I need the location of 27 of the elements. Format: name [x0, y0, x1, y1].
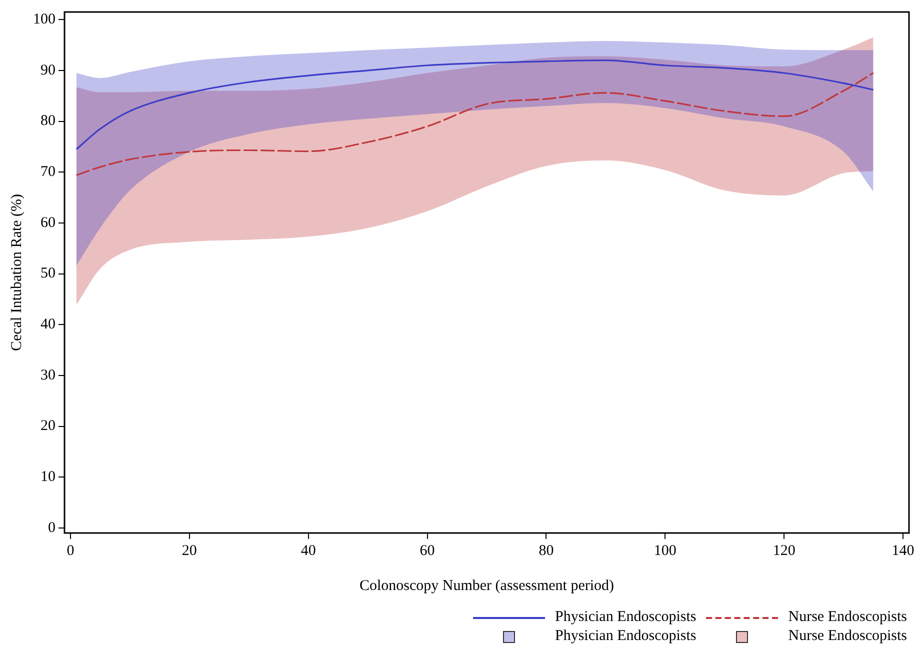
legend-label: Physician Endoscopists: [555, 609, 696, 626]
x-tick-label: 140: [892, 542, 914, 559]
x-tick-label: 60: [420, 542, 435, 559]
x-axis-title: Colonoscopy Number (assessment period): [359, 578, 614, 594]
x-tick-label: 120: [772, 542, 796, 559]
x-tick-label: 20: [182, 542, 197, 559]
line-series: [76, 59, 874, 150]
y-tick-label: 40: [40, 316, 56, 333]
y-tick-label: 20: [40, 418, 56, 434]
x-tick-label: 0: [66, 542, 74, 559]
y-tick-label: 10: [40, 469, 56, 486]
text: Nurse Endoscopists: [788, 628, 907, 644]
y-tick-label: 0: [48, 520, 56, 536]
y-tick-label: 30: [40, 367, 56, 384]
y-tick-label: 60: [40, 214, 56, 231]
y-tick-label: 80: [40, 113, 56, 130]
legend-label: Nurse Endoscopists: [788, 609, 907, 626]
x-tick-label: 100: [654, 542, 676, 559]
y-tick-label: 70: [40, 164, 56, 180]
line-series: [76, 72, 874, 176]
x-tick-label: 40: [300, 542, 316, 559]
text: Physician Endoscopists: [555, 628, 696, 644]
y-tick-label: 90: [40, 62, 56, 78]
y-tick-label: 100: [33, 12, 56, 28]
x-tick-label: 80: [538, 542, 554, 559]
y-axis-title: Cecal Intubation Rate (%): [8, 194, 25, 352]
y-tick-label: 50: [40, 266, 56, 282]
